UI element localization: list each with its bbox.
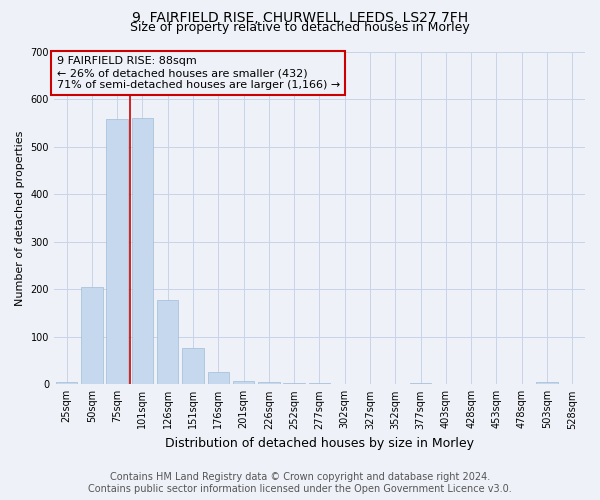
Bar xyxy=(208,372,229,384)
Bar xyxy=(233,380,254,384)
Bar xyxy=(131,118,153,384)
Bar xyxy=(106,120,128,384)
Text: Contains HM Land Registry data © Crown copyright and database right 2024.
Contai: Contains HM Land Registry data © Crown c… xyxy=(88,472,512,494)
Bar xyxy=(56,382,77,384)
Bar xyxy=(536,382,558,384)
Bar xyxy=(157,300,178,384)
Text: Size of property relative to detached houses in Morley: Size of property relative to detached ho… xyxy=(130,21,470,34)
Bar xyxy=(410,383,431,384)
Bar xyxy=(182,348,204,385)
Bar xyxy=(81,288,103,384)
Bar xyxy=(258,382,280,384)
Y-axis label: Number of detached properties: Number of detached properties xyxy=(15,130,25,306)
X-axis label: Distribution of detached houses by size in Morley: Distribution of detached houses by size … xyxy=(165,437,474,450)
Bar xyxy=(283,383,305,384)
Text: 9, FAIRFIELD RISE, CHURWELL, LEEDS, LS27 7FH: 9, FAIRFIELD RISE, CHURWELL, LEEDS, LS27… xyxy=(132,11,468,25)
Text: 9 FAIRFIELD RISE: 88sqm
← 26% of detached houses are smaller (432)
71% of semi-d: 9 FAIRFIELD RISE: 88sqm ← 26% of detache… xyxy=(56,56,340,90)
